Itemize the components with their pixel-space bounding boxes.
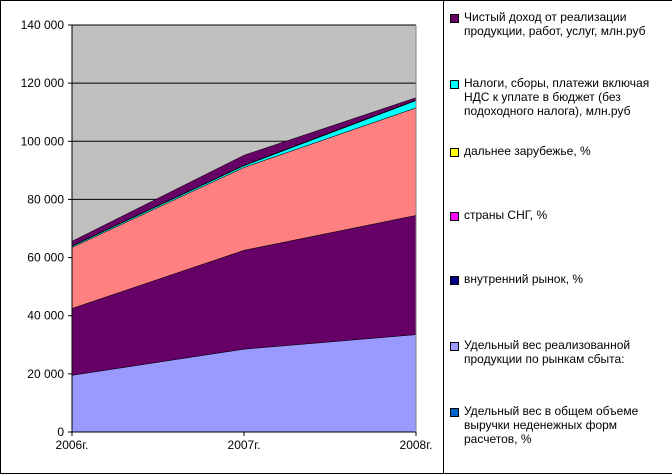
y-tick-label: 40 000 xyxy=(27,309,64,323)
legend-item: страны СНГ, % xyxy=(450,208,668,222)
legend-item: внутренний рынок, % xyxy=(450,272,668,286)
legend-swatch xyxy=(450,14,459,23)
legend-swatch xyxy=(450,276,459,285)
legend-item: Налоги, сборы, платежи включая НДС к упл… xyxy=(450,76,668,118)
y-tick-label: 100 000 xyxy=(21,134,65,148)
legend-label: Налоги, сборы, платежи включая НДС к упл… xyxy=(464,76,650,118)
chart-plot: 0 20 000 40 000 60 000 80 000 100 000 120 000 1… xyxy=(21,18,433,452)
x-tick-label: 2006г. xyxy=(56,438,89,452)
legend-swatch xyxy=(450,342,459,351)
legend-item: Удельный вес реализованной продукции по … xyxy=(450,338,668,366)
y-tick-label: 0 xyxy=(57,425,64,439)
legend-item: Удельный вес в общем объеме выручки неде… xyxy=(450,404,668,446)
legend-label: дальнее зарубежье, % xyxy=(464,144,591,158)
y-tick-label: 80 000 xyxy=(27,192,64,206)
legend-item: Чистый доход от реализации продукции, ра… xyxy=(450,10,668,38)
y-tick-label: 20 000 xyxy=(27,367,64,381)
legend-swatch xyxy=(450,408,459,417)
legend-item: дальнее зарубежье, % xyxy=(450,144,668,158)
legend-swatch xyxy=(450,80,459,89)
x-tick-label: 2008г. xyxy=(400,438,433,452)
legend-label: страны СНГ, % xyxy=(464,208,548,222)
y-tick-label: 140 000 xyxy=(21,18,65,32)
y-tick-label: 60 000 xyxy=(27,251,64,265)
x-tick-label: 2007г. xyxy=(228,438,261,452)
legend-label: Удельный вес в общем объеме выручки неде… xyxy=(464,404,639,446)
y-tick-label: 120 000 xyxy=(21,76,65,90)
legend-label: внутренний рынок, % xyxy=(464,272,584,286)
legend: Чистый доход от реализации продукции, ра… xyxy=(443,1,672,473)
legend-label: Чистый доход от реализации продукции, ра… xyxy=(464,10,646,38)
legend-label: Удельный вес реализованной продукции по … xyxy=(464,338,631,366)
legend-swatch xyxy=(450,148,459,157)
legend-swatch xyxy=(450,212,459,221)
